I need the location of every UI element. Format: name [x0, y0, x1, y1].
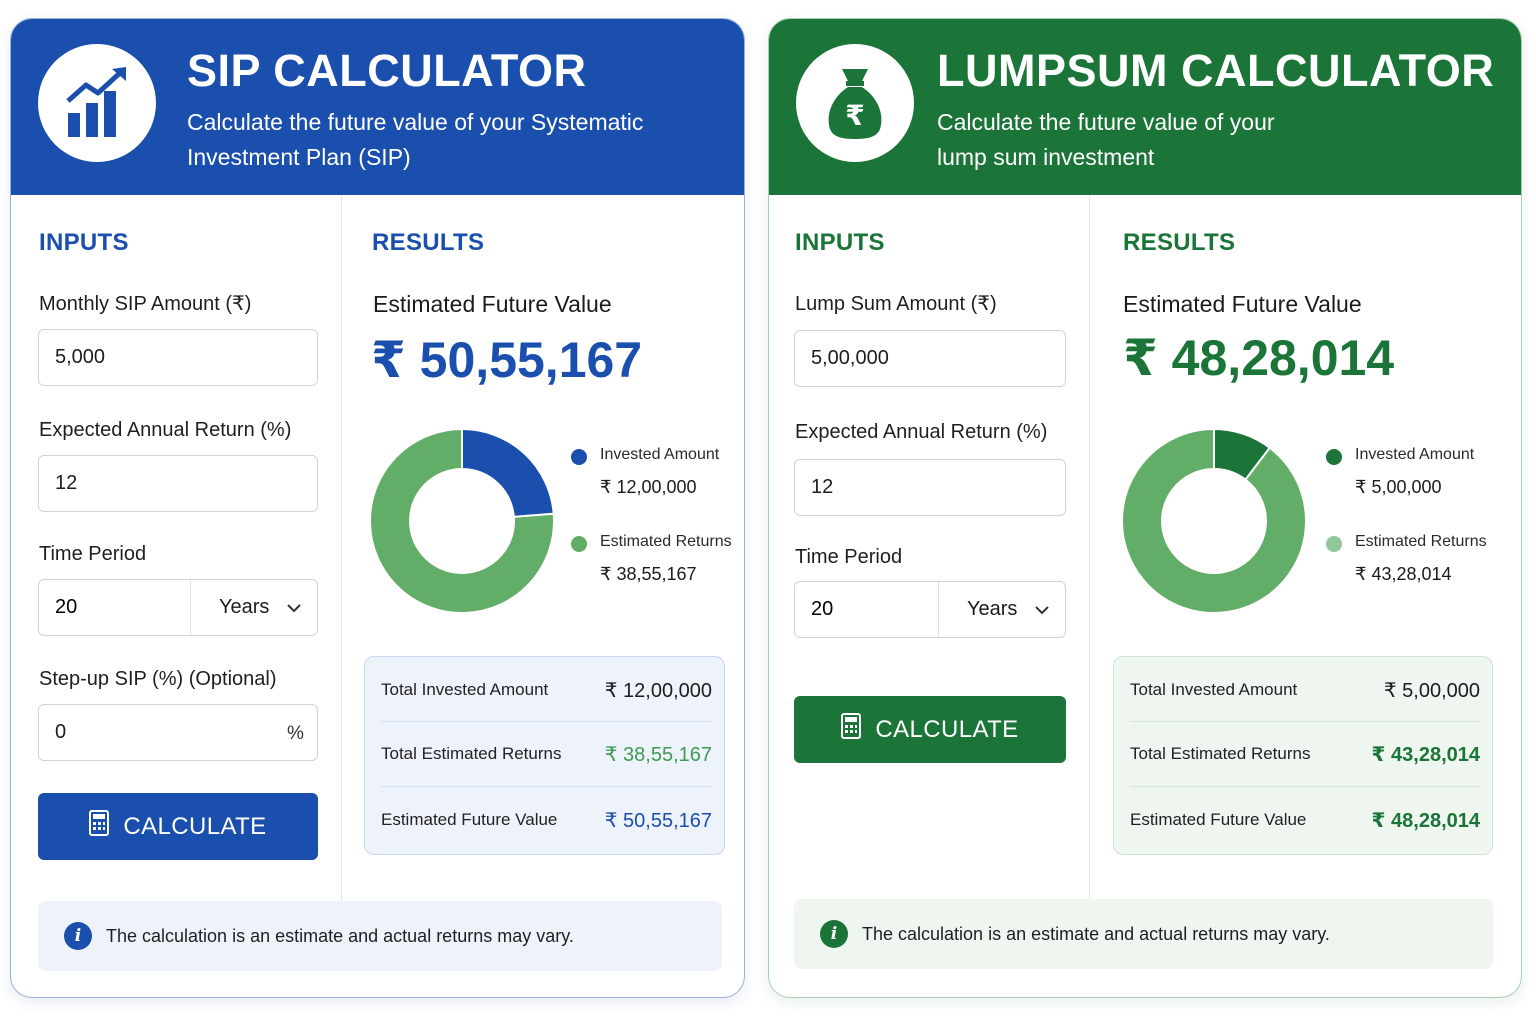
lumpsum-summary-value: ₹ 48,28,014	[1371, 809, 1480, 832]
sip-time-period-label: Time Period	[39, 543, 147, 565]
lumpsum-summary-row: Total Invested Amount ₹ 5,00,000	[1130, 658, 1480, 722]
lumpsum-legend-invested-dot	[1326, 449, 1342, 465]
sip-calculator-card: SIP CALCULATOR Calculate the future valu…	[10, 18, 745, 998]
lumpsum-summary-value: ₹ 43,28,014	[1371, 743, 1480, 766]
lumpsum-inputs-heading: INPUTS	[795, 229, 885, 256]
lumpsum-summary-row: Total Estimated Returns ₹ 43,28,014	[1130, 722, 1480, 786]
lumpsum-legend-returns-dot	[1326, 536, 1342, 552]
sip-summary-label: Estimated Future Value	[381, 810, 558, 829]
lumpsum-calculator-card: ₹ LUMPSUM CALCULATOR Calculate the futur…	[768, 18, 1522, 998]
lumpsum-summary-divider	[1130, 786, 1480, 787]
sip-legend-returns-label: Estimated Returns	[600, 533, 732, 550]
sip-legend-invested-dot	[571, 449, 587, 465]
sip-time-unit-select[interactable]: Years	[191, 580, 317, 635]
lumpsum-title: LUMPSUM CALCULATOR	[937, 45, 1495, 96]
sip-calculate-label: CALCULATE	[123, 812, 267, 840]
lumpsum-result-value: ₹ 48,28,014	[1123, 330, 1395, 386]
svg-text:₹: ₹	[845, 99, 864, 132]
sip-header: SIP CALCULATOR Calculate the future valu…	[11, 19, 744, 195]
sip-summary-label: Total Invested Amount	[381, 680, 549, 699]
sip-summary-label: Total Estimated Returns	[381, 744, 562, 763]
sip-summary-row: Total Invested Amount ₹ 12,00,000	[381, 658, 712, 722]
lumpsum-time-period-input[interactable]	[795, 582, 939, 637]
lumpsum-annual-return-input[interactable]	[794, 459, 1066, 516]
lumpsum-subtitle: Calculate the future value of your lump …	[937, 109, 1275, 170]
lumpsum-summary-divider	[1130, 721, 1480, 722]
sip-legend-invested-value: ₹ 12,00,000	[600, 477, 697, 497]
sip-legend-returns-dot	[571, 536, 587, 552]
sip-stepup-percent-suffix: %	[287, 723, 304, 744]
lumpsum-summary-label: Total Estimated Returns	[1130, 744, 1311, 763]
sip-annual-return-input[interactable]	[38, 455, 318, 512]
sip-disclaimer-note: i The calculation is an estimate and act…	[38, 901, 722, 971]
sip-stepup-input[interactable]	[38, 704, 318, 761]
sip-time-unit-label: Years	[219, 596, 270, 618]
sip-summary-value: ₹ 38,55,167	[604, 743, 712, 766]
lumpsum-amount-label: Lump Sum Amount (₹)	[795, 293, 997, 315]
sip-time-period-input[interactable]	[39, 580, 191, 635]
growth-chart-icon	[38, 44, 156, 162]
lumpsum-time-unit-select[interactable]: Years	[939, 582, 1065, 637]
lumpsum-legend-returns-value: ₹ 43,28,014	[1355, 564, 1452, 584]
lumpsum-summary-table: Total Invested Amount ₹ 5,00,000 Total E…	[1113, 656, 1493, 855]
sip-time-period-field: Years	[38, 579, 318, 636]
sip-title: SIP CALCULATOR	[187, 45, 587, 96]
lumpsum-time-period-field: Years	[794, 581, 1066, 638]
sip-donut-slice-returns	[369, 427, 555, 614]
lump-donut-slice-returns	[1121, 427, 1307, 614]
money-bag-icon: ₹	[796, 44, 914, 162]
sip-calculate-button[interactable]: CALCULATE	[38, 793, 318, 860]
sip-results-heading: RESULTS	[372, 229, 485, 256]
lumpsum-donut-chart	[1121, 427, 1307, 614]
sip-summary-divider	[381, 721, 712, 722]
sip-summary-divider	[381, 786, 712, 787]
sip-legend-returns-value: ₹ 38,55,167	[600, 564, 697, 584]
sip-donut-slice-invested	[461, 427, 555, 518]
info-icon: i	[64, 922, 92, 950]
info-icon: i	[820, 920, 848, 948]
sip-legend-invested-label: Invested Amount	[600, 446, 720, 463]
lumpsum-amount-input[interactable]	[794, 330, 1066, 387]
sip-monthly-amount-input[interactable]	[38, 329, 318, 386]
lumpsum-legend-returns-label: Estimated Returns	[1355, 533, 1487, 550]
lumpsum-summary-value: ₹ 5,00,000	[1383, 679, 1480, 702]
lumpsum-results-heading: RESULTS	[1123, 229, 1236, 256]
sip-summary-value: ₹ 50,55,167	[604, 809, 712, 832]
lumpsum-time-unit-label: Years	[967, 598, 1018, 620]
lumpsum-header: ₹ LUMPSUM CALCULATOR Calculate the futur…	[769, 19, 1521, 195]
sip-inputs-heading: INPUTS	[39, 229, 129, 256]
sip-summary-row: Total Estimated Returns ₹ 38,55,167	[381, 722, 712, 786]
lumpsum-summary-label: Total Invested Amount	[1130, 680, 1298, 699]
sip-column-divider	[341, 195, 342, 905]
lumpsum-summary-row: Estimated Future Value ₹ 48,28,014	[1130, 788, 1480, 852]
sip-stepup-label: Step-up SIP (%) (Optional)	[39, 668, 277, 690]
lumpsum-calculate-label: CALCULATE	[875, 715, 1019, 743]
sip-summary-row: Estimated Future Value ₹ 50,55,167	[381, 788, 712, 852]
lumpsum-disclaimer-note: i The calculation is an estimate and act…	[794, 899, 1493, 969]
sip-annual-return-label: Expected Annual Return (%)	[39, 419, 292, 441]
lumpsum-summary-label: Estimated Future Value	[1130, 810, 1307, 829]
lumpsum-annual-return-label: Expected Annual Return (%)	[795, 421, 1048, 443]
chevron-down-icon	[287, 596, 301, 619]
sip-summary-value: ₹ 12,00,000	[604, 679, 712, 702]
sip-result-value: ₹ 50,55,167	[371, 332, 643, 388]
lumpsum-column-divider	[1089, 195, 1090, 905]
calculator-icon	[841, 713, 862, 746]
chevron-down-icon	[1035, 598, 1049, 621]
sip-summary-table: Total Invested Amount ₹ 12,00,000 Total …	[364, 656, 725, 855]
lumpsum-calculate-button[interactable]: CALCULATE	[794, 696, 1066, 763]
sip-monthly-amount-label: Monthly SIP Amount (₹)	[39, 293, 252, 315]
lumpsum-legend-invested-label: Invested Amount	[1355, 446, 1475, 463]
lumpsum-time-period-label: Time Period	[795, 546, 903, 568]
sip-subtitle: Calculate the future value of your Syste…	[187, 109, 644, 170]
sip-result-title: Estimated Future Value	[373, 291, 612, 317]
lumpsum-disclaimer-text: The calculation is an estimate and actua…	[862, 923, 1330, 944]
lumpsum-result-title: Estimated Future Value	[1123, 291, 1362, 317]
sip-disclaimer-text: The calculation is an estimate and actua…	[106, 925, 574, 946]
lumpsum-legend-invested-value: ₹ 5,00,000	[1355, 477, 1442, 497]
sip-donut-chart	[369, 427, 555, 614]
calculator-icon	[89, 810, 110, 843]
